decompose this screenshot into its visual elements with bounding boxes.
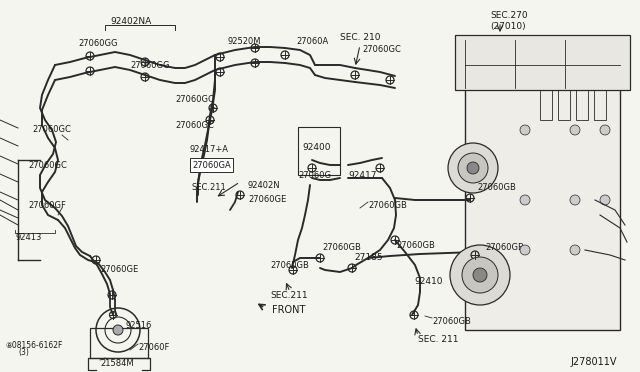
Text: 27060A: 27060A: [296, 38, 328, 46]
Text: 92520M: 92520M: [228, 38, 262, 46]
Bar: [558, 90, 570, 120]
Bar: [90, 328, 148, 358]
Text: 92417: 92417: [348, 170, 376, 180]
Bar: [540, 90, 552, 120]
Circle shape: [520, 125, 530, 135]
Bar: [298, 127, 340, 175]
Text: SEC.270: SEC.270: [490, 10, 527, 19]
Text: 27060GB: 27060GB: [485, 244, 524, 253]
Text: SEC.211: SEC.211: [270, 291, 308, 299]
Text: SEC. 211: SEC. 211: [418, 336, 458, 344]
Text: 27060GB: 27060GB: [396, 241, 435, 250]
Circle shape: [458, 153, 488, 183]
Text: 27060GF: 27060GF: [28, 201, 66, 209]
Text: 27060GC: 27060GC: [175, 96, 214, 105]
Text: 27060F: 27060F: [138, 343, 170, 353]
Text: 92402NA: 92402NA: [110, 17, 151, 26]
Text: 27060GA: 27060GA: [192, 160, 231, 170]
Text: (3): (3): [18, 349, 29, 357]
Circle shape: [448, 143, 498, 193]
Text: 27060GC: 27060GC: [362, 45, 401, 55]
Circle shape: [520, 245, 530, 255]
Text: 27060G: 27060G: [298, 170, 331, 180]
Bar: [465, 40, 620, 330]
Circle shape: [113, 325, 123, 335]
Circle shape: [600, 125, 610, 135]
Text: 92516: 92516: [125, 321, 152, 330]
Text: FRONT: FRONT: [272, 305, 305, 315]
Circle shape: [462, 257, 498, 293]
Circle shape: [600, 195, 610, 205]
Circle shape: [570, 125, 580, 135]
Text: 92417+A: 92417+A: [190, 145, 229, 154]
Bar: [594, 90, 606, 120]
Circle shape: [450, 245, 510, 305]
Text: 27060GE: 27060GE: [100, 266, 138, 275]
Circle shape: [570, 195, 580, 205]
Text: 92402N: 92402N: [248, 182, 280, 190]
Text: 27060GC: 27060GC: [32, 125, 71, 135]
Circle shape: [473, 268, 487, 282]
Text: 21584M: 21584M: [100, 359, 134, 369]
Text: 27060GB: 27060GB: [477, 183, 516, 192]
Text: (27010): (27010): [490, 22, 525, 31]
Text: 27185: 27185: [354, 253, 383, 262]
Text: 92410: 92410: [414, 278, 442, 286]
Text: 27060GC: 27060GC: [175, 121, 214, 129]
Circle shape: [467, 162, 479, 174]
Bar: [455, 35, 630, 90]
Circle shape: [570, 245, 580, 255]
Text: SEC.211: SEC.211: [192, 183, 227, 192]
Text: 27060GG: 27060GG: [78, 38, 118, 48]
Text: 92400: 92400: [302, 144, 330, 153]
Circle shape: [520, 195, 530, 205]
Text: 27060GB: 27060GB: [432, 317, 471, 327]
Text: 92413: 92413: [15, 234, 42, 243]
Text: 27060GB: 27060GB: [322, 243, 361, 251]
Text: ⑧08156-6162F: ⑧08156-6162F: [5, 340, 62, 350]
Text: 27060GB: 27060GB: [270, 260, 309, 269]
Text: 27060GB: 27060GB: [368, 201, 407, 209]
Bar: [576, 90, 588, 120]
Text: 27060GC: 27060GC: [28, 160, 67, 170]
Text: J278011V: J278011V: [570, 357, 616, 367]
Text: 27060GE: 27060GE: [248, 196, 286, 205]
Text: SEC. 210: SEC. 210: [340, 33, 381, 42]
Text: 27060GG: 27060GG: [130, 61, 170, 71]
